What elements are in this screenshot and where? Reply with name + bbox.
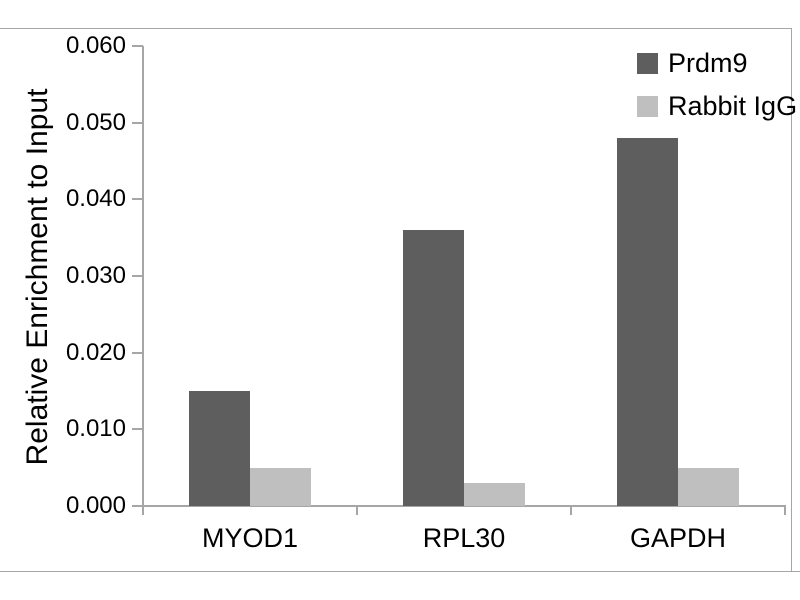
y-tick-mark [132, 428, 143, 431]
y-tick-label: 0.050 [65, 108, 126, 136]
y-tick-label: 0.040 [65, 185, 126, 213]
chart-frame-top [0, 28, 792, 29]
chart-frame-bottom [0, 571, 800, 572]
bar-prdm9-myod1 [189, 391, 250, 506]
y-tick-label: 0.010 [65, 415, 126, 443]
legend-swatch-prdm9 [637, 53, 658, 74]
y-tick-mark [132, 45, 143, 47]
y-tick-mark [132, 351, 143, 354]
x-tick-mark [784, 506, 786, 515]
x-tick-mark [142, 506, 144, 515]
y-tick-label: 0.000 [65, 492, 126, 519]
bar-prdm9-gapdh [617, 138, 678, 506]
bar-rabbit-igg-gapdh [678, 467, 739, 506]
y-tick-label: 0.030 [65, 262, 126, 289]
y-tick-mark [132, 505, 143, 507]
legend-label-prdm9: Prdm9 [668, 48, 748, 78]
x-axis-label-gapdh: GAPDH [629, 523, 727, 553]
x-axis-label-rpl30: RPL30 [422, 523, 506, 553]
y-tick-label: 0.060 [65, 32, 126, 59]
legend-label-rabbit-igg: Rabbit IgG [668, 91, 798, 121]
y-tick-mark [132, 275, 143, 277]
y-tick-label: 0.020 [65, 338, 126, 366]
y-axis-title: Relative Enrichment to Input [21, 88, 54, 466]
y-tick-mark [132, 121, 143, 124]
x-axis-label-myod1: MYOD1 [201, 523, 299, 553]
y-axis-line [142, 46, 144, 507]
x-tick-mark [356, 506, 358, 515]
legend-item-rabbit-igg: Rabbit IgG [637, 92, 797, 121]
bar-rabbit-igg-rpl30 [464, 483, 525, 506]
chart-frame-right [791, 28, 792, 572]
x-tick-mark [570, 506, 572, 515]
legend-swatch-rabbit-igg [637, 96, 658, 117]
bar-rabbit-igg-myod1 [250, 467, 311, 506]
legend-item-prdm9: Prdm9 [637, 49, 748, 78]
bar-prdm9-rpl30 [403, 230, 464, 506]
y-tick-mark [132, 198, 143, 201]
x-axis-line [142, 505, 786, 507]
